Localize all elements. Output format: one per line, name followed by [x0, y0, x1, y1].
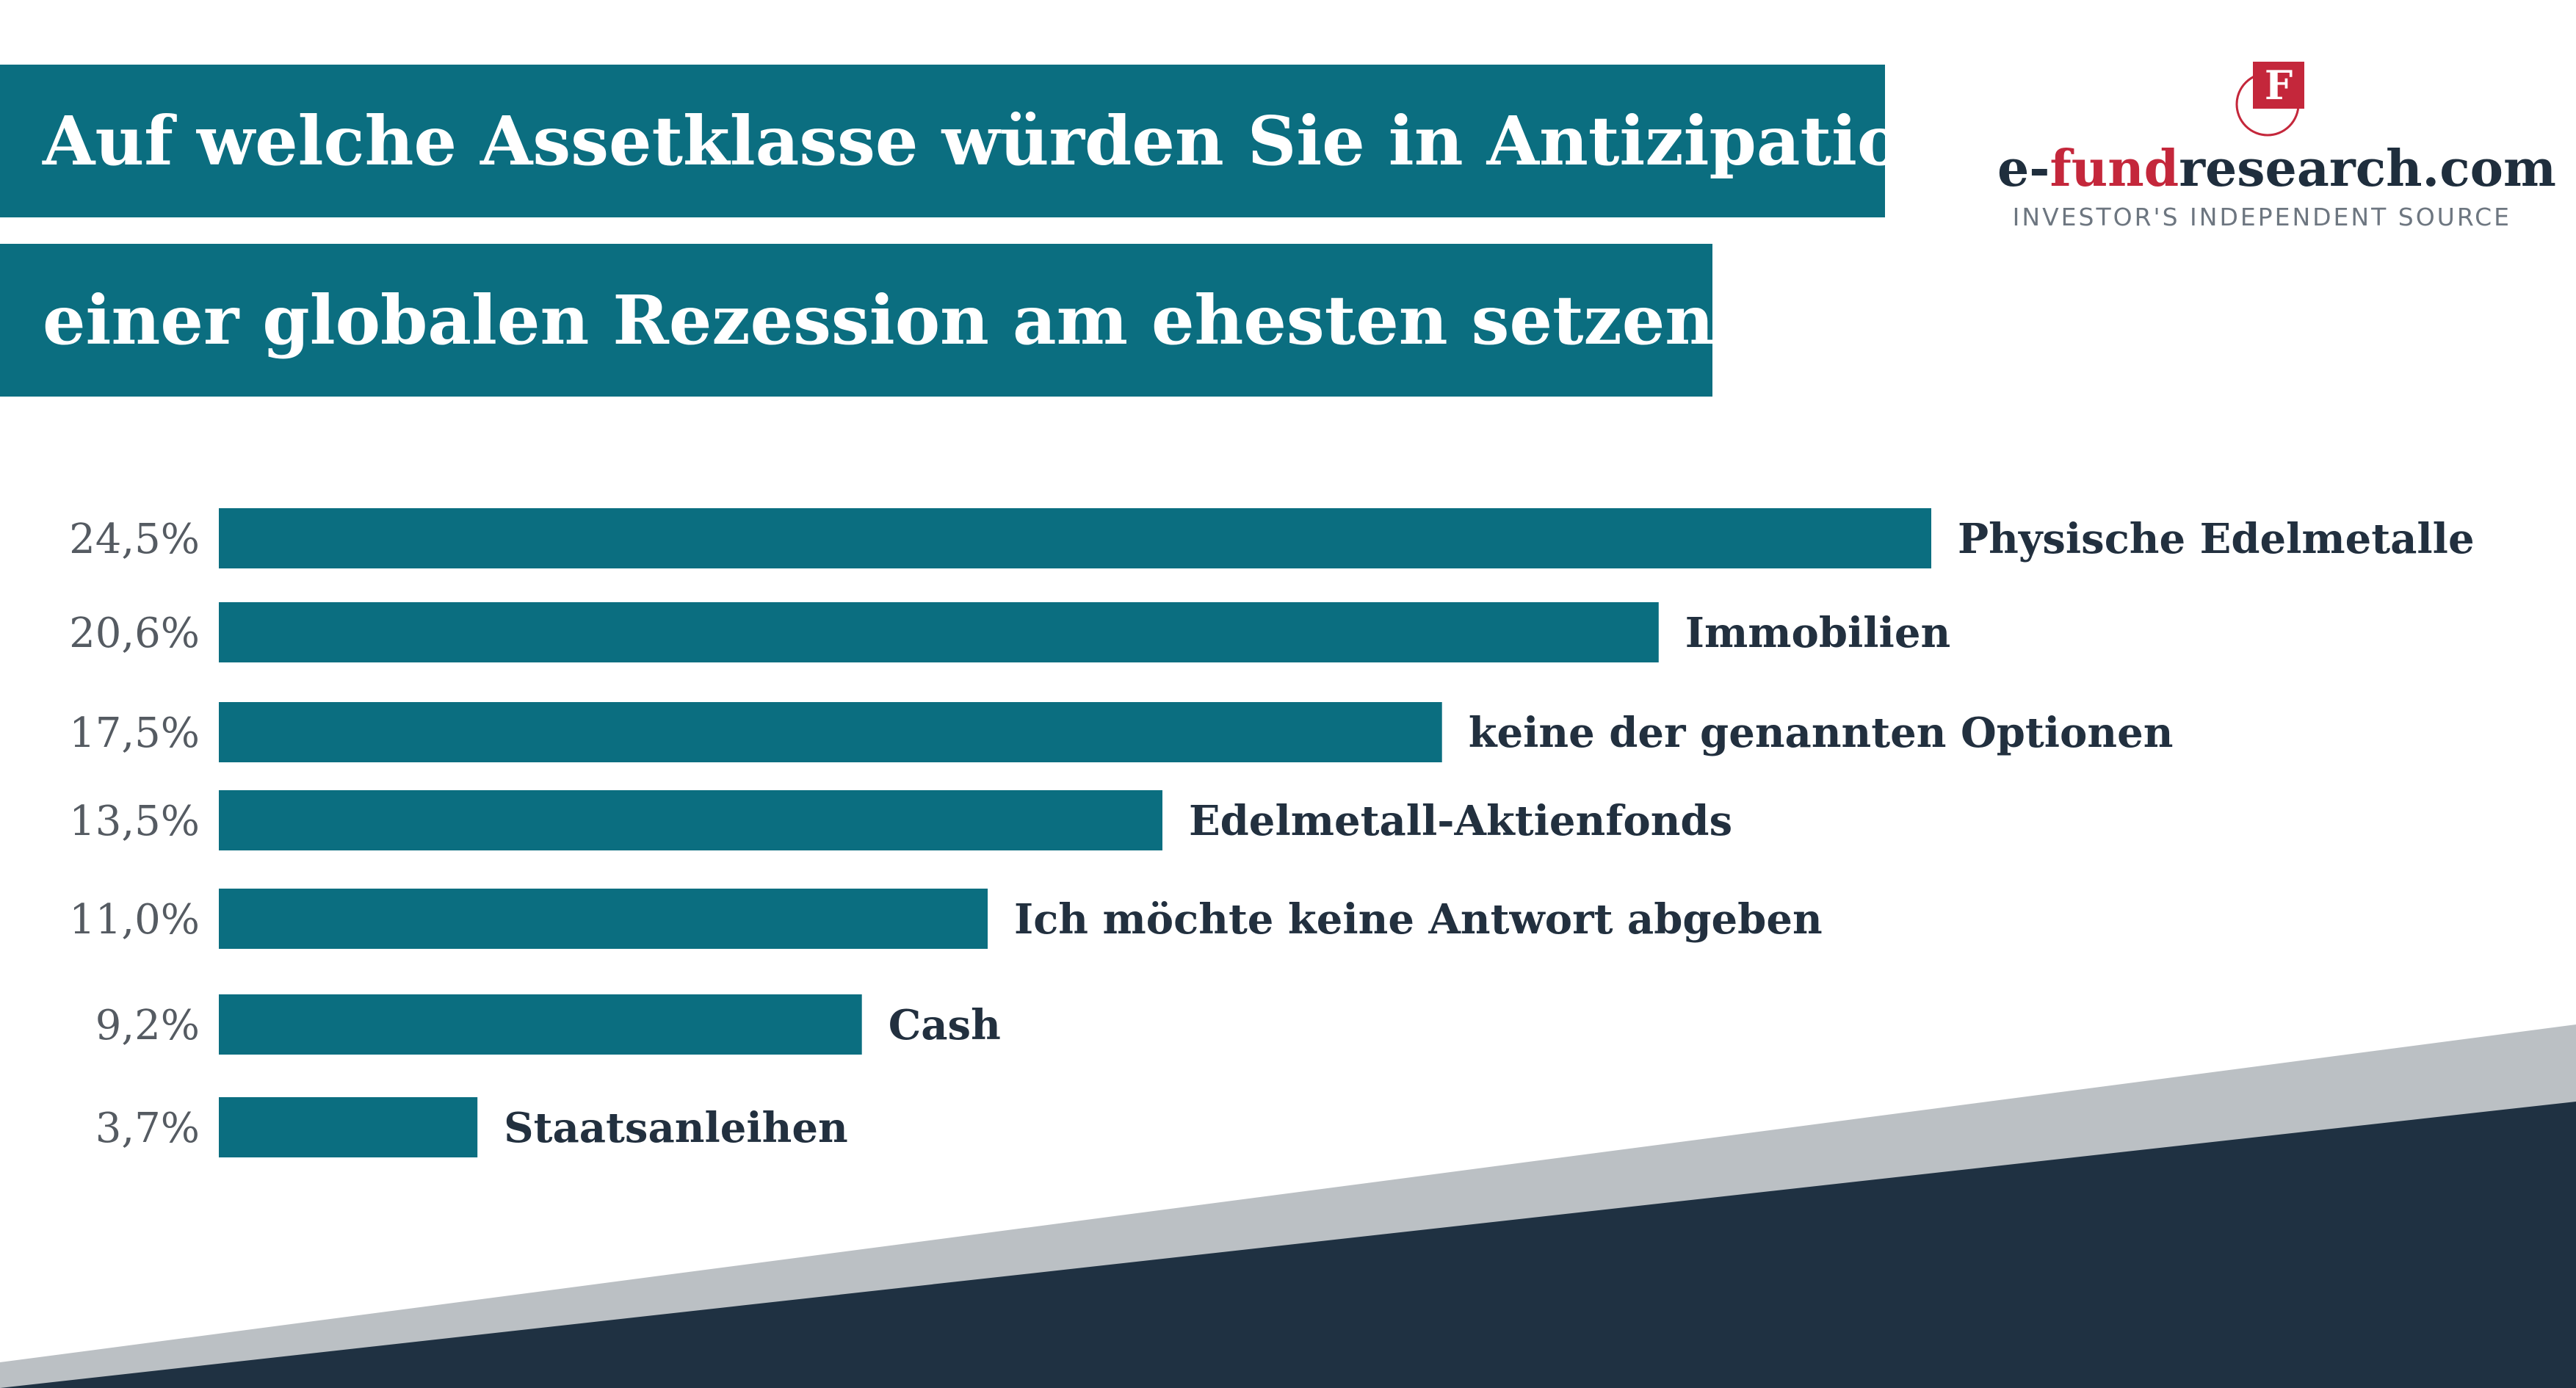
bar-0	[219, 508, 1931, 568]
title-line-2: einer globalen Rezession am ehesten setz…	[0, 244, 1754, 397]
category-label-5: Cash	[889, 1001, 1001, 1049]
category-label-3: Edelmetall-Aktienfonds	[1189, 797, 1732, 845]
logo-name-suffix: research.com	[2179, 140, 2556, 198]
bar-3	[219, 790, 1162, 850]
logo-name-prefix: e-	[1997, 140, 2050, 198]
value-label-3: 13,5%	[69, 798, 200, 845]
value-label-1: 20,6%	[69, 610, 200, 657]
logo-mark-letter: F	[2265, 62, 2293, 109]
brand-logo: F e-fundresearch.com INVESTOR'S INDEPEND…	[1997, 59, 2556, 250]
value-label-5: 9,2%	[95, 1002, 200, 1049]
logo-tagline: INVESTOR'S INDEPENDENT SOURCE	[2012, 203, 2511, 231]
bar-5	[219, 994, 862, 1055]
value-label-2: 17,5%	[69, 709, 200, 757]
category-label-6: Staatsanleihen	[504, 1104, 848, 1152]
title-line-1: Auf welche Assetklasse würden Sie in Ant…	[0, 65, 1951, 217]
value-label-6: 3,7%	[95, 1105, 200, 1152]
logo-name-accent: fund	[2049, 140, 2179, 198]
bar-4	[219, 889, 988, 949]
logo-wordmark: e-fundresearch.com	[1997, 140, 2556, 198]
category-label-4: Ich möchte keine Antwort abgeben	[1014, 895, 1823, 944]
category-label-2: keine der genannten Optionen	[1469, 709, 2174, 757]
value-label-4: 11,0%	[69, 896, 200, 944]
value-label-0: 24,5%	[69, 516, 200, 563]
category-label-1: Immobilien	[1685, 609, 1950, 657]
category-label-0: Physische Edelmetalle	[1958, 515, 2475, 563]
bar-2	[219, 702, 1442, 762]
bar-6	[219, 1097, 478, 1157]
bar-chart: 24,5% Physische Edelmetalle 20,6% Immobilie…	[69, 508, 2475, 1157]
bar-1	[219, 602, 1659, 662]
logo-f-icon: F	[2235, 62, 2304, 137]
footer-dark-band	[0, 1102, 2576, 1388]
